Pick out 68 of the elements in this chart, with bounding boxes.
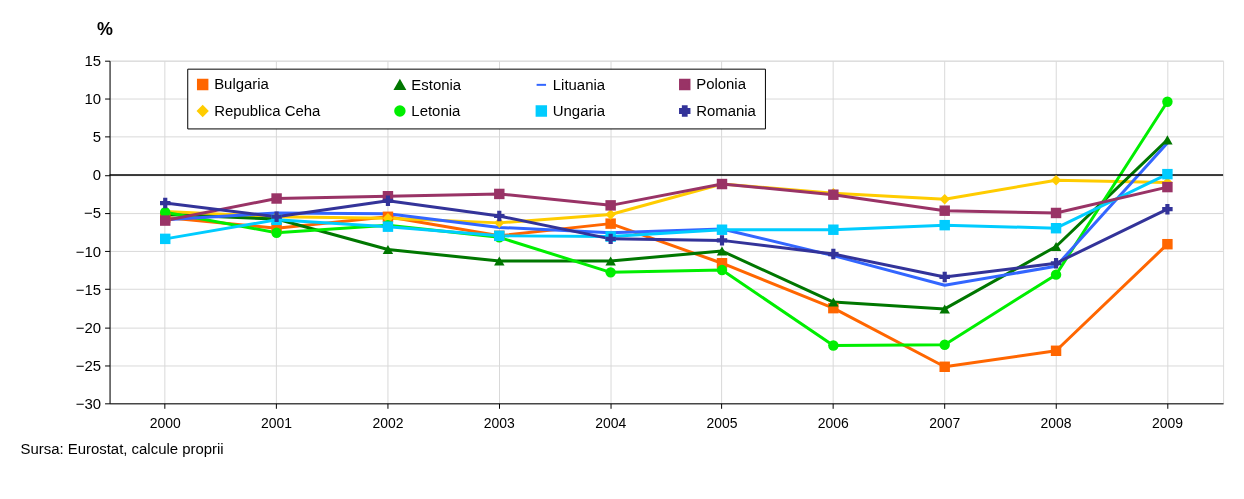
point xyxy=(1162,203,1173,215)
point xyxy=(828,340,839,351)
legend-label: Estonia xyxy=(411,75,462,93)
text: Sursa: Eurostat, calcule proprii xyxy=(20,440,224,458)
point xyxy=(605,218,616,229)
point xyxy=(605,267,616,278)
point xyxy=(605,200,616,211)
y-tick-label: −15 xyxy=(75,280,102,298)
point xyxy=(716,246,728,256)
y-tick-label: 5 xyxy=(92,128,102,146)
point xyxy=(939,271,950,283)
x-tick-label: 2001 xyxy=(261,414,293,431)
point xyxy=(939,219,950,231)
point xyxy=(716,224,728,235)
point xyxy=(494,210,505,222)
point xyxy=(828,248,839,260)
x-tick-label: 2004 xyxy=(595,414,627,431)
y-tick-label: −5 xyxy=(84,204,102,222)
x-tick-label: 2007 xyxy=(929,414,961,431)
legend-label: Letonia xyxy=(411,101,461,119)
point xyxy=(1050,258,1062,269)
point xyxy=(382,245,394,255)
point xyxy=(939,205,950,216)
y-axis-title: % xyxy=(97,19,114,40)
point xyxy=(382,195,394,207)
x-tick-label: 2000 xyxy=(149,414,181,431)
x-tick-label: 2003 xyxy=(483,414,516,431)
y-tick-label: 15 xyxy=(84,52,102,70)
x-tick-label: 2009 xyxy=(1151,414,1184,431)
point xyxy=(1050,241,1062,251)
point xyxy=(271,193,282,204)
point xyxy=(1162,135,1173,145)
point xyxy=(605,209,616,220)
x-tick-label: 2006 xyxy=(817,414,850,431)
point xyxy=(1050,345,1062,357)
legend-label: Lituania xyxy=(552,75,606,93)
point xyxy=(271,227,282,238)
point xyxy=(1050,222,1062,234)
y-tick-label: 0 xyxy=(92,166,102,184)
point xyxy=(1162,168,1173,180)
legend-label: Bulgaria xyxy=(214,75,270,93)
point xyxy=(828,224,839,235)
point xyxy=(828,297,839,307)
legend-label: Polonia xyxy=(696,75,747,93)
point xyxy=(494,188,505,200)
point xyxy=(1162,181,1173,193)
legend-label: Ungaria xyxy=(552,101,606,119)
y-tick-label: 10 xyxy=(84,90,102,108)
point xyxy=(939,339,950,350)
y-tick-label: −30 xyxy=(75,394,102,412)
y-tick-label: −20 xyxy=(75,318,102,336)
x-tick-label: 2005 xyxy=(706,414,738,431)
legend-label: Romania xyxy=(696,101,757,119)
point xyxy=(1050,207,1062,219)
legend-label: Republica Ceha xyxy=(214,101,322,119)
point xyxy=(1162,238,1173,250)
point xyxy=(716,235,728,246)
point xyxy=(1162,96,1173,108)
x-tick-label: 2002 xyxy=(372,414,404,431)
x-tick-label: 2008 xyxy=(1040,414,1072,431)
point xyxy=(939,194,950,205)
point xyxy=(939,361,950,372)
point xyxy=(716,264,728,276)
y-tick-label: −10 xyxy=(75,242,102,260)
point xyxy=(1050,269,1062,280)
point xyxy=(160,197,171,209)
point xyxy=(160,233,171,245)
y-tick-label: −25 xyxy=(75,356,102,374)
